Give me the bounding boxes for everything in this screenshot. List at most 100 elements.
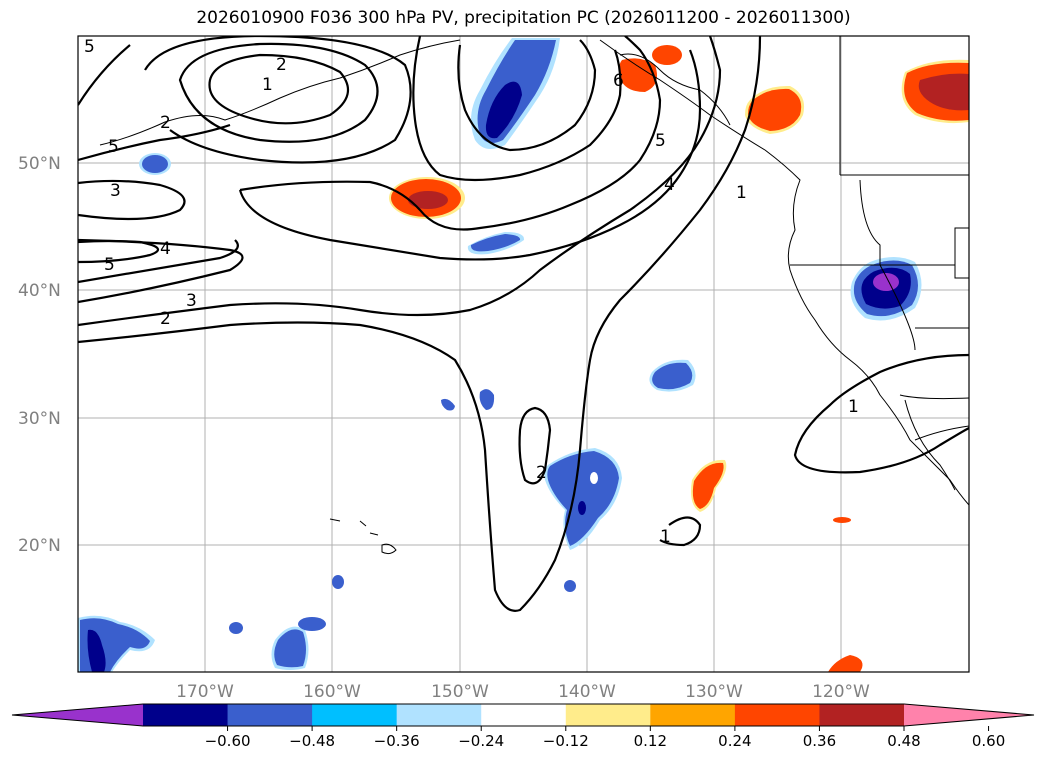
pv-contour-4 (78, 238, 244, 304)
colorbar-segment (650, 704, 736, 726)
precip-blob (441, 398, 455, 411)
colorbar-segment (565, 704, 651, 726)
pv-contour-3d (238, 49, 702, 261)
contour-label: 4 (160, 239, 171, 259)
contour-labels: 5 2 1 2 5 3 4 5 3 2 6 5 4 1 1 2 1 (84, 37, 859, 547)
colorbar-segment (227, 704, 313, 726)
contour-label: 5 (655, 131, 666, 151)
precip-blob (479, 389, 495, 410)
colorbar-tick-label: −0.24 (458, 732, 504, 750)
lon-label: 150°W (431, 682, 489, 702)
colorbar-extend-min (12, 704, 143, 726)
pv-contour-3b (78, 179, 186, 221)
pv-contour-4b (78, 239, 239, 284)
lat-label: 30°N (18, 409, 61, 429)
mexico-coast (914, 425, 969, 441)
colorbar: −0.60 −0.48 −0.36 −0.24 −0.12 0.12 0.24 0.36 0.4… (11, 703, 1035, 750)
precip-blob (408, 191, 448, 209)
precip-blob (298, 617, 326, 631)
lon-label: 130°W (685, 682, 743, 702)
precip-blob (547, 451, 619, 546)
latitude-labels: 50°N 40°N 30°N 20°N (18, 154, 61, 556)
colorbar-outline (11, 703, 1035, 727)
precip-blob (485, 81, 522, 139)
lon-label: 120°W (812, 682, 870, 702)
pv-contour-2 (78, 36, 762, 612)
contour-label: 3 (110, 181, 121, 201)
precip-blob (590, 472, 598, 484)
precip-blob (652, 45, 682, 65)
coastlines (99, 36, 969, 555)
contour-label: 1 (660, 527, 671, 547)
map-background (78, 36, 969, 672)
lon-label: 160°W (303, 682, 361, 702)
contour-label: 5 (108, 137, 119, 157)
precip-blob (873, 273, 899, 291)
pv-contour-2c (518, 406, 552, 485)
pv-contour-5b (78, 123, 231, 162)
contour-label: 1 (262, 75, 273, 95)
colorbar-tick-label: 0.12 (634, 732, 667, 750)
north-america-coast (599, 39, 969, 506)
pv-contour-4d (239, 36, 662, 231)
map-frame (77, 35, 970, 673)
alaska-panhandle (619, 53, 731, 126)
colorbar-tick-label: −0.36 (374, 732, 420, 750)
precip-positive (389, 45, 969, 672)
precip-blob (618, 58, 658, 92)
lon-label: 140°W (558, 682, 616, 702)
graticule (78, 36, 969, 672)
baja-coast (904, 399, 956, 491)
longitude-labels: 170°W 160°W 150°W 140°W 130°W 120°W (176, 682, 870, 702)
pv-contour-5 (78, 239, 160, 264)
precip-blob (87, 629, 106, 672)
contour-label: 2 (160, 113, 171, 133)
pv-contours (78, 36, 969, 612)
precip-blob (828, 655, 863, 672)
pv-contour-1b (659, 516, 702, 547)
pv-contour-1c (793, 353, 969, 474)
colorbar-tick-label: −0.48 (289, 732, 335, 750)
pv-contour-5c (412, 36, 622, 182)
state-border (859, 179, 881, 265)
precip-blob (142, 155, 168, 173)
precip-blob (470, 234, 521, 252)
contour-label: 2 (160, 309, 171, 329)
colorbar-tick-label: 0.48 (887, 732, 920, 750)
mexico-border (899, 394, 969, 400)
contour-label: 3 (186, 291, 197, 311)
precip-blob (748, 88, 802, 131)
precip-blob (652, 362, 693, 390)
precip-blob (692, 462, 724, 509)
colorbar-tick-label: 0.24 (718, 732, 751, 750)
colorbar-segment (396, 704, 482, 726)
contour-label: 5 (104, 255, 115, 275)
colorbar-tick-label: −0.60 (205, 732, 251, 750)
contour-label: 1 (736, 183, 747, 203)
precip-blob (274, 629, 306, 668)
pv-contour-4c (78, 44, 131, 106)
lat-label: 40°N (18, 281, 61, 301)
precip-blob (833, 517, 851, 523)
colorbar-segment (312, 704, 398, 726)
pv-contour-3 (78, 36, 722, 327)
contour-label: 6 (613, 71, 624, 91)
precip-blob (918, 73, 969, 111)
pv-contour-3c (144, 36, 412, 164)
precip-blob (229, 622, 243, 634)
contour-label: 4 (664, 175, 675, 195)
precip-negative (78, 38, 922, 672)
contour-label: 5 (84, 37, 95, 57)
precip-blob (564, 580, 576, 592)
colorbar-segment (481, 704, 567, 726)
aleutian-coast (99, 39, 461, 146)
precip-blob (578, 501, 586, 515)
lat-label: 20°N (18, 536, 61, 556)
colorbar-extend-max (904, 704, 1034, 726)
state-border (954, 227, 969, 279)
precip-blob (332, 575, 344, 589)
hawaii-islands (329, 518, 397, 555)
colorbar-tick-label: 0.36 (803, 732, 836, 750)
pv-contour-2b (178, 42, 379, 143)
